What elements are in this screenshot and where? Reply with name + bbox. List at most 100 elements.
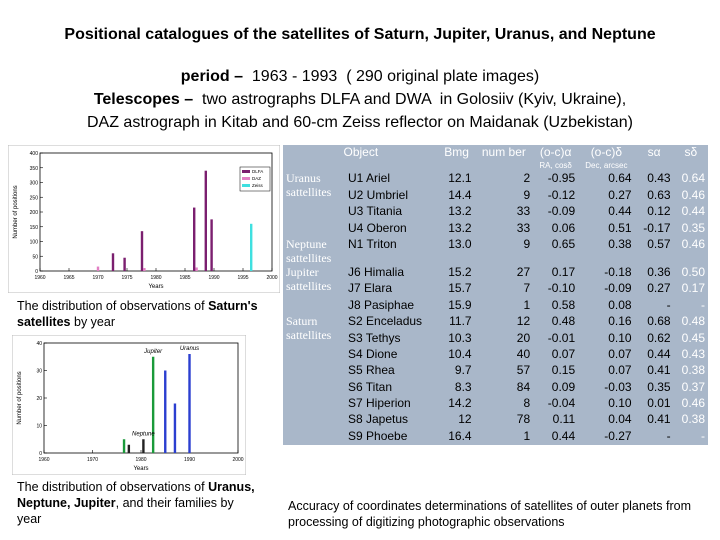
table-cell: 33 — [516, 204, 531, 219]
table-cell: 57 — [516, 363, 531, 378]
table-cell: S3 Tethys — [348, 330, 401, 345]
y-tick-label: 250 — [30, 195, 39, 201]
table-cell: 0.51 — [608, 220, 632, 235]
table-cell: N1 Triton — [348, 236, 397, 251]
legend-swatch — [242, 170, 250, 173]
table-cell: S5 Rhea — [348, 363, 395, 378]
table-cell: 0.46 — [681, 187, 705, 202]
table-cell: 0.27 — [647, 281, 671, 296]
table-cell: 0.07 — [608, 346, 632, 361]
bar — [151, 356, 155, 453]
y-tick-label: 100 — [30, 240, 39, 246]
table-row: Neptune sattellites N1 Triton 13.0 9 0.65 0.3… — [283, 237, 708, 265]
bar — [193, 207, 196, 271]
x-tick-label: 1995 — [237, 275, 248, 281]
table-cell: 15.7 — [448, 281, 472, 296]
table-cell: 9.7 — [454, 363, 472, 378]
table-cell: -0.03 — [604, 379, 632, 394]
table-cell: 16.4 — [448, 428, 472, 443]
x-tick-label: 1985 — [179, 275, 190, 281]
bar — [188, 354, 191, 453]
table-cell: 0.38 — [681, 412, 705, 427]
table-cell: 0.37 — [681, 379, 705, 394]
y-tick-label: 200 — [30, 210, 39, 216]
table-cell: 8.3 — [454, 379, 472, 394]
table-row: S6 Titan 8.3 84 0.09 -0.03 0.35 0.37 — [283, 380, 708, 396]
bar — [143, 268, 146, 271]
header-cell: (o-c)δ — [590, 145, 623, 159]
x-tick-label: 1970 — [87, 457, 98, 463]
table-caption: Accuracy of coordinates determinations o… — [288, 499, 691, 529]
table-cell: S7 Hiperion — [348, 396, 411, 411]
x-tick-label: 1990 — [208, 275, 219, 281]
header-cell: sα — [647, 145, 661, 159]
table-cell: 0.68 — [647, 314, 671, 329]
x-tick-label: 1965 — [63, 275, 74, 281]
caption-text: by year — [70, 315, 115, 329]
x-tick-label: 1960 — [38, 457, 49, 463]
table-row: U3 Titania 13.2 33 -0.09 0.44 0.12 0.44 — [283, 204, 708, 220]
table-cell: 20 — [516, 330, 531, 345]
table-cell: 0.58 — [551, 297, 576, 312]
table-row: S3 Tethys 10.3 20 -0.01 0.10 0.62 0.45 — [283, 331, 708, 347]
table-cell: 1 — [523, 428, 531, 443]
y-tick-label: 40 — [36, 341, 42, 347]
table-cell: 0.06 — [551, 220, 576, 235]
table-cell: 0.48 — [681, 314, 705, 329]
y-tick-label: 400 — [30, 151, 39, 157]
x-axis-label: Years — [148, 284, 163, 290]
table-cell: - — [666, 428, 671, 443]
table-cell: 10.3 — [448, 330, 472, 345]
data-table: Object Bmg num ber (o-c)α (o-c)δ sα sδ RA, cosδ… — [283, 145, 708, 446]
table-cell: - — [701, 297, 705, 312]
subtitle-line: Telescopes – two astrographs DLFA and DW… — [0, 91, 720, 109]
bar — [195, 267, 198, 271]
table-cell: U1 Ariel — [348, 171, 391, 186]
table-cell: 0.44 — [681, 204, 705, 219]
y-tick-label: 30 — [36, 369, 42, 375]
legend-swatch — [242, 184, 250, 187]
table-cell: 0.09 — [551, 379, 576, 394]
y-tick-label: 300 — [30, 181, 39, 187]
x-tick-label: 2000 — [232, 457, 243, 463]
group-label: Jupiter sattellites — [286, 264, 332, 293]
table-cell: 78 — [516, 412, 531, 427]
caption: The distribution of observations of Uran… — [17, 479, 257, 527]
table-cell: 8 — [523, 396, 531, 411]
bar — [122, 439, 126, 453]
table-cell: U4 Oberon — [348, 220, 407, 235]
header-row: Object Bmg num ber (o-c)α (o-c)δ sα sδ — [283, 145, 708, 161]
table-cell: 0.17 — [551, 264, 576, 279]
table-cell: 12 — [516, 314, 531, 329]
caption-bold: Saturn's satellites — [17, 299, 258, 329]
subtitle-line: period – 1963 - 1993 ( 290 original plat… — [0, 68, 720, 86]
table-cell: 0.07 — [608, 363, 632, 378]
series-label: Uranus — [180, 346, 199, 352]
table-cell: 0.08 — [608, 297, 632, 312]
bar — [111, 253, 115, 271]
x-tick-label: 2000 — [266, 275, 277, 281]
table-cell: 0.48 — [551, 314, 576, 329]
table-cell: S2 Enceladus — [348, 314, 423, 329]
group-label: Uranus sattellites — [286, 171, 332, 200]
legend-label: Zeiss — [252, 183, 264, 188]
legend-label: DLFA — [252, 169, 263, 174]
table-cell: S9 Phoebe — [348, 428, 408, 443]
subtitle-bold: Telescopes – — [93, 91, 194, 108]
table-cell: 2 — [523, 171, 531, 186]
bar — [96, 266, 100, 271]
table-cell: -0.12 — [547, 187, 576, 202]
table-cell: 0.45 — [681, 330, 705, 345]
y-tick-label: 350 — [30, 166, 39, 172]
table-cell: 0.07 — [551, 346, 576, 361]
table-cell: 15.2 — [448, 264, 472, 279]
table-row: U2 Umbriel 14.4 9 -0.12 0.27 0.63 0.46 — [283, 188, 708, 204]
table-cell: 0.04 — [608, 412, 632, 427]
table-cell: 12 — [458, 412, 472, 427]
table-cell: 0.57 — [647, 236, 671, 251]
bar — [140, 231, 144, 271]
table-row: J8 Pasiphae 15.9 1 0.58 0.08 - - — [283, 298, 708, 314]
table-cell: S8 Japetus — [348, 412, 409, 427]
bar — [204, 170, 207, 271]
caption-text: The distribution of observations of — [17, 299, 209, 313]
